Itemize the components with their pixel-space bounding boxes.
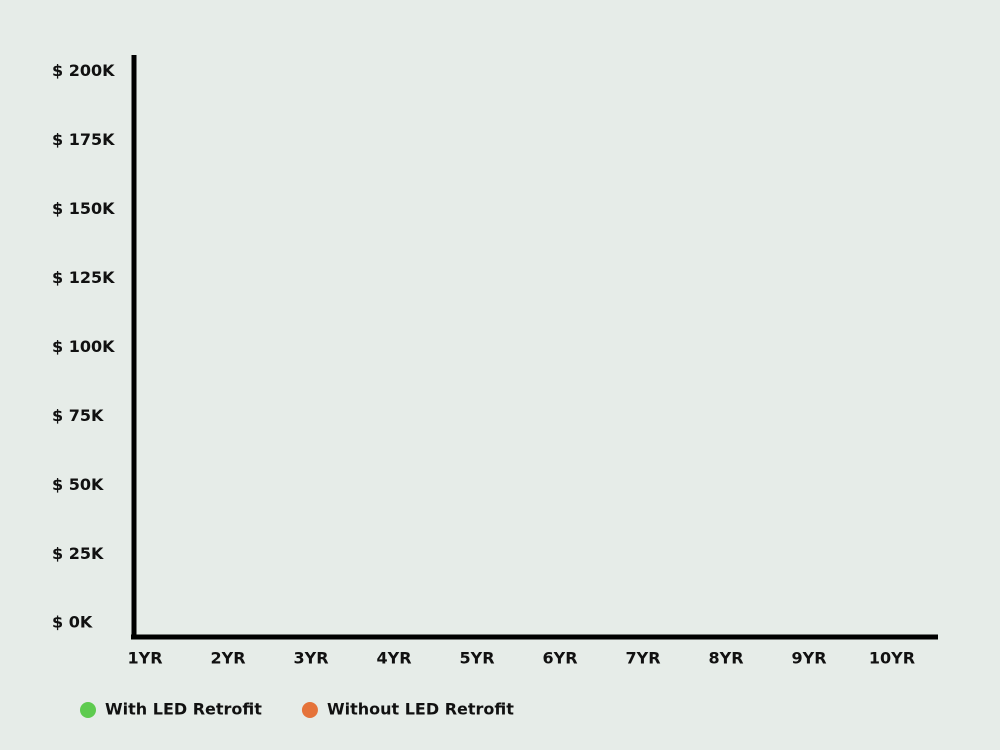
x-tick-label: 5YR: [459, 649, 494, 668]
x-tick-label: 2YR: [210, 649, 245, 668]
y-tick-label: $ 75K: [52, 406, 104, 425]
y-tick-label: $ 125K: [52, 268, 115, 287]
x-tick-label: 3YR: [293, 649, 328, 668]
x-tick-label: 7YR: [625, 649, 660, 668]
y-tick-label: $ 100K: [52, 337, 115, 356]
x-tick-label: 4YR: [376, 649, 411, 668]
y-tick-label: $ 200K: [52, 61, 115, 80]
x-tick-label: 1YR: [127, 649, 162, 668]
x-tick-label: 6YR: [542, 649, 577, 668]
y-tick-label: $ 0K: [52, 613, 93, 632]
y-tick-label: $ 175K: [52, 130, 115, 149]
y-tick-label: $ 50K: [52, 475, 104, 494]
legend-label: Without LED Retrofit: [327, 700, 514, 719]
y-tick-label: $ 25K: [52, 544, 104, 563]
x-tick-label: 10YR: [869, 649, 915, 668]
legend-label: With LED Retrofit: [105, 700, 262, 719]
legend-marker: [80, 702, 96, 718]
x-tick-label: 9YR: [791, 649, 826, 668]
x-tick-label: 8YR: [708, 649, 743, 668]
y-tick-label: $ 150K: [52, 199, 115, 218]
legend-marker: [301, 702, 318, 718]
